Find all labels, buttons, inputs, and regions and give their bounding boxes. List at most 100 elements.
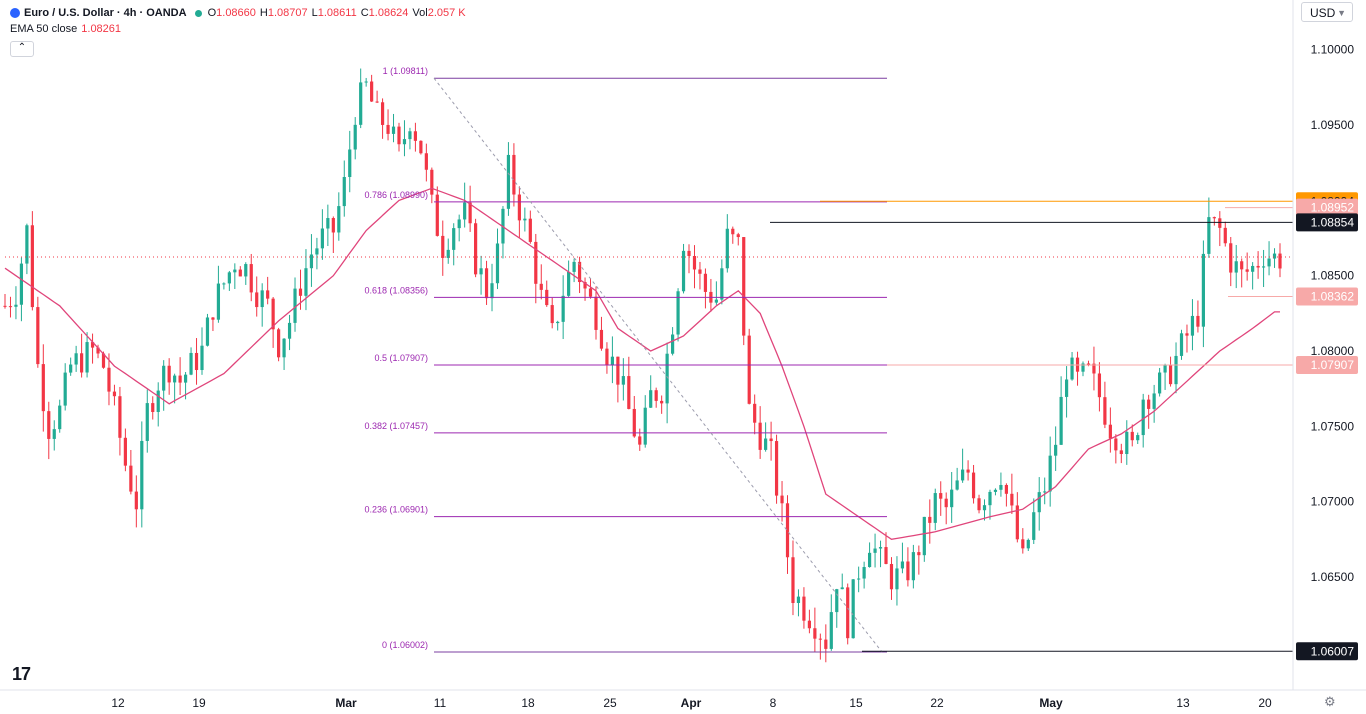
candle-body [1251,265,1255,272]
candle-body [413,131,418,141]
candle-body [1267,258,1271,267]
candle-body [446,249,450,258]
candle-body [129,465,133,492]
candle-body [774,441,779,496]
candle-body [610,356,615,365]
plot-layer: 1 (1.09811) 0.786 (1.08990) 0.618 (1.08356… [3,66,1293,663]
candle-body [643,407,647,445]
candle-body [758,422,762,450]
chevron-up-icon[interactable]: ⌃ [10,41,34,57]
fib-level-label: 0.786 (1.08990) [364,190,428,200]
candle-body [107,367,111,392]
gear-icon[interactable]: ⚙ [1324,694,1336,709]
candle-body [380,102,385,125]
candle-body [539,283,543,290]
candle-body [326,218,330,229]
candle-body [386,124,390,134]
candle-body [867,552,872,568]
candle-body [1196,315,1200,327]
ohlc-value: 1.08624 [368,7,409,19]
candle-body [47,411,51,439]
candle-body [282,338,286,358]
fib-level-label: 0 (1.06002) [382,640,428,650]
candle-body [577,261,582,283]
x-tick-label: May [1039,696,1063,710]
price-label-text: 1.08854 [1311,215,1355,229]
ohlc-value: 1.08660 [216,7,256,19]
candle-body [1240,261,1244,270]
candle-body [408,131,412,140]
candle-body [889,563,894,590]
candle-body [753,403,757,423]
candle-body [627,376,631,409]
candle-body [293,288,297,323]
x-tick-label: 19 [192,696,206,710]
candle-body [479,268,483,275]
candle-body [687,250,691,256]
y-tick-label: 1.07500 [1311,419,1355,433]
candle-body [977,498,981,511]
candle-body [1207,217,1211,254]
candle-body [906,561,910,581]
candle-body [173,375,177,383]
y-tick-label: 1.06500 [1311,570,1355,584]
candle-body [277,329,281,358]
candle-body [512,154,516,195]
candle-body [950,489,954,508]
candle-body [1223,227,1227,244]
candle-body [112,391,117,397]
y-tick-label: 1.08500 [1311,269,1355,283]
candle-body [375,101,379,103]
candle-body [703,273,708,292]
symbol-title[interactable]: Euro / U.S. Dollar · 4h · OANDA [24,7,187,19]
candle-body [331,218,335,233]
candle-body [665,353,669,404]
candle-body [621,376,625,385]
x-tick-label: 15 [849,696,863,710]
candle-body [857,578,861,580]
candle-body [14,304,18,307]
fib-level-label: 0.236 (1.06901) [364,505,428,515]
candle-body [298,288,303,296]
tradingview-logo[interactable]: 17 [12,664,31,684]
candle-body [534,241,538,284]
candle-body [911,552,915,581]
candle-body [211,317,215,320]
candle-body [933,493,937,523]
candle-body [430,169,434,195]
candle-body [1185,333,1189,336]
x-tick-label: 20 [1258,696,1272,710]
candle-body [441,235,445,258]
candle-body [1125,431,1129,455]
candle-body [720,268,724,300]
candle-body [692,255,697,270]
candle-body [1229,243,1233,273]
fib-level-label: 0.382 (1.07457) [364,421,428,431]
y-tick-label: 1.07000 [1311,495,1355,509]
candle-body [517,194,521,221]
candle-body [484,268,489,299]
candle-body [287,322,292,339]
candle-body [1092,363,1096,374]
fib-level-label: 0.618 (1.08356) [364,285,428,295]
candle-body [337,206,341,233]
candle-body [80,353,84,373]
candle-body [233,269,237,273]
x-tick-label: Mar [335,696,357,710]
indicator-legend[interactable]: EMA 50 close 1.08261 [10,23,121,35]
candle-body [550,305,554,324]
candle-body [140,440,144,510]
currency-select[interactable]: USD ▼ [1301,2,1353,22]
market-open-icon [194,9,202,17]
ohlc-label: O [207,7,217,19]
price-label-box [1296,356,1358,375]
ohlc-values: O1.08660 H1.08707 L1.08611 C1.08624 Vol2.057… [208,7,470,19]
candle-body [796,596,801,604]
candle-body [944,498,948,508]
candle-body [1043,491,1047,493]
candle-body [993,489,998,492]
candle-body [660,400,664,404]
candle-body [1064,379,1069,397]
candle-body [85,342,89,373]
